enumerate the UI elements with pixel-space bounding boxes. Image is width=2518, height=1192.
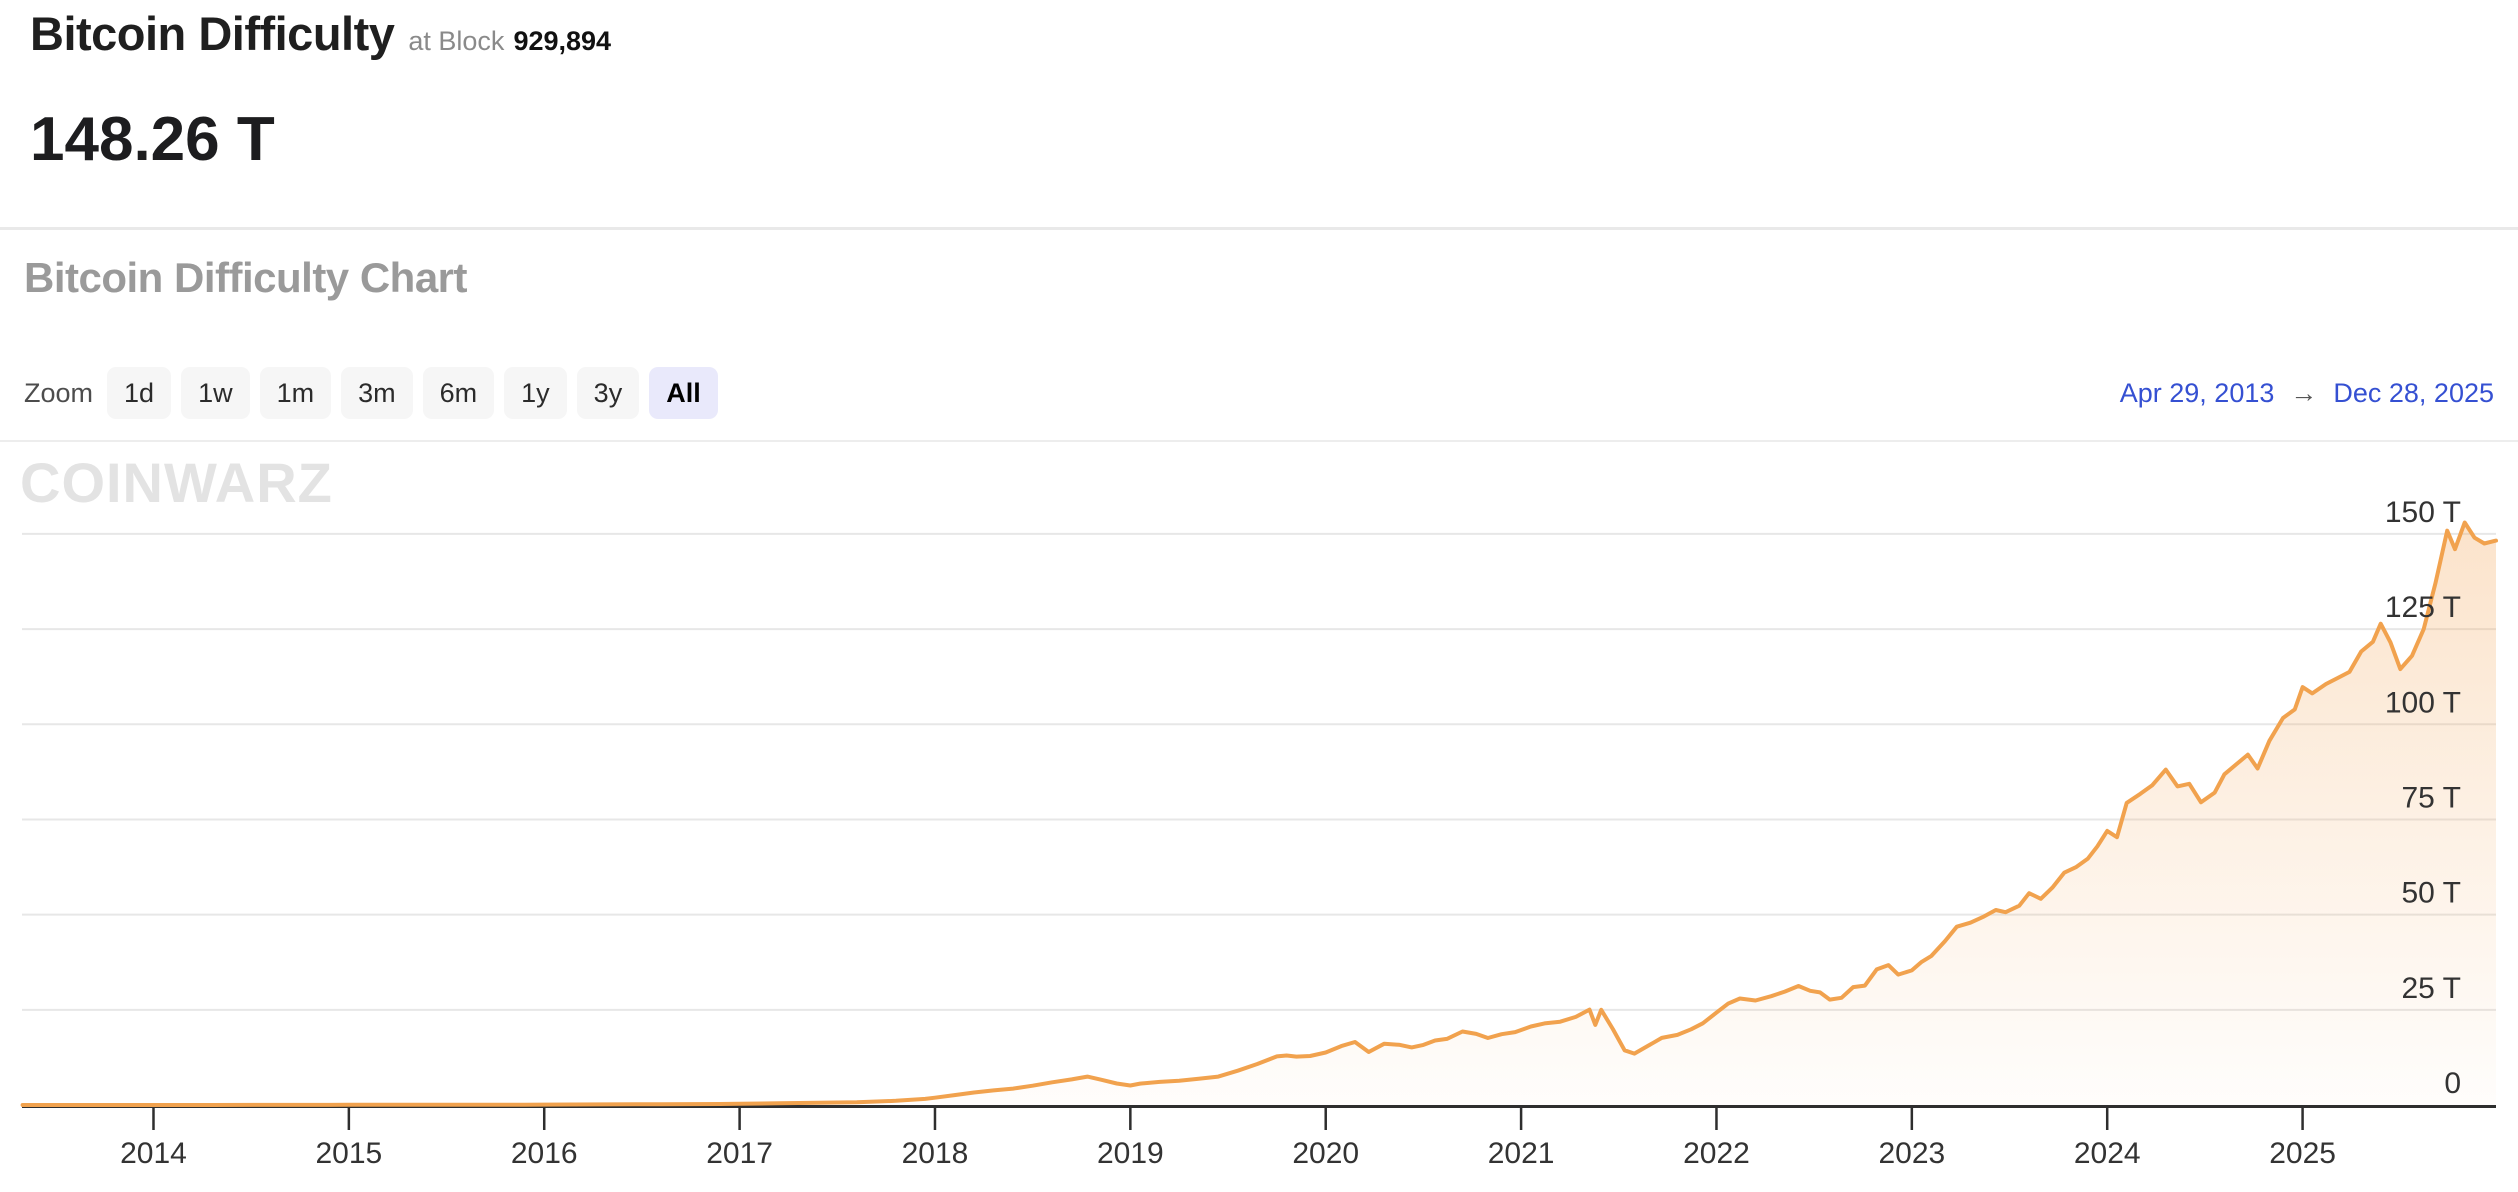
date-to[interactable]: Dec 28, 2025: [2333, 377, 2494, 408]
x-tick-label: 2017: [706, 1137, 773, 1170]
x-tick-label: 2018: [902, 1137, 969, 1170]
difficulty-line: [20, 520, 2498, 1107]
y-tick-label: 75 T: [2402, 781, 2462, 814]
x-tick-label: 2019: [1097, 1137, 1164, 1170]
zoom-button-1m[interactable]: 1m: [259, 367, 332, 419]
coinwarz-watermark-logo: CoinWarz: [20, 451, 333, 514]
arrow-right-icon: →: [2290, 377, 2318, 408]
y-tick-label: 50 T: [2402, 877, 2462, 910]
zoom-button-6m[interactable]: 6m: [422, 367, 495, 419]
chart-heading: Bitcoin Difficulty Chart: [24, 254, 468, 301]
zoom-button-1d[interactable]: 1d: [107, 367, 172, 419]
zoom-button-1w[interactable]: 1w: [181, 367, 250, 419]
date-from[interactable]: Apr 29, 2013: [2119, 377, 2275, 408]
zoom-button-all[interactable]: All: [649, 367, 718, 419]
y-tick-label: 125 T: [2385, 591, 2461, 624]
area-fill: [22, 522, 2496, 1105]
x-tick-label: 2025: [2269, 1137, 2336, 1170]
zoom-toolbar: Zoom 1d 1w 1m 3m 6m 1y 3y All: [24, 366, 728, 420]
zoom-button-3y[interactable]: 3y: [576, 367, 640, 419]
header-divider: [0, 227, 2518, 230]
current-difficulty-value: 148.26 T: [30, 105, 275, 174]
y-tick-label: 150 T: [2385, 496, 2461, 529]
y-tick-label: 100 T: [2385, 686, 2461, 719]
x-tick-label: 2014: [120, 1137, 187, 1170]
block-number: 929,894: [513, 26, 612, 56]
difficulty-area-chart[interactable]: 2014 2015 2016 2017 2018 2019 2020 2021 2022 2023…: [0, 445, 2518, 1192]
x-tick-label: 2021: [1488, 1137, 1555, 1170]
at-block-label: at Block: [408, 26, 505, 56]
x-tick-label: 2020: [1292, 1137, 1359, 1170]
y-tick-label: 25 T: [2402, 972, 2462, 1005]
section-divider: [0, 440, 2518, 442]
zoom-button-1y[interactable]: 1y: [504, 367, 567, 419]
zoom-button-3m[interactable]: 3m: [341, 367, 413, 419]
page-title: Bitcoin Difficulty: [30, 7, 395, 60]
x-tick-label: 2022: [1683, 1137, 1750, 1170]
x-tick-label: 2024: [2074, 1137, 2141, 1170]
y-tick-label: 0: [2444, 1067, 2461, 1100]
date-range: Apr 29, 2013 → Dec 28, 2025: [2120, 366, 2494, 420]
title-line: Bitcoin Difficulty at Block 929,894: [30, 6, 611, 61]
zoom-buttons: 1d 1w 1m 3m 6m 1y 3y All: [107, 367, 728, 419]
x-tick-label: 2016: [511, 1137, 578, 1170]
zoom-label: Zoom: [24, 377, 94, 408]
x-tick-label: 2015: [315, 1137, 382, 1170]
page-header: Bitcoin Difficulty at Block 929,894: [30, 6, 611, 61]
x-tick-label: 2023: [1878, 1137, 1945, 1170]
